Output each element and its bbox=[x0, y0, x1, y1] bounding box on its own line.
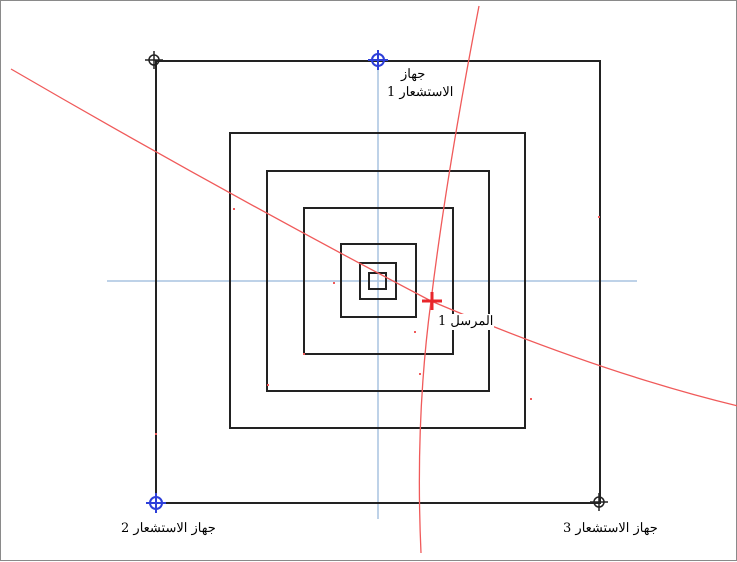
sensor-3-crosshair-icon bbox=[590, 493, 608, 511]
transmitter-1-label: المرسل 1 bbox=[437, 314, 495, 330]
nested-square-4 bbox=[340, 243, 417, 318]
nested-square-2 bbox=[266, 170, 490, 392]
noise-specks bbox=[155, 208, 600, 435]
sensor-1-label-line-1: جهاز bbox=[401, 67, 426, 82]
transmitter-1-marker-icon bbox=[422, 292, 442, 310]
nested-square-3 bbox=[303, 207, 454, 355]
nested-square-1 bbox=[229, 132, 526, 429]
sensor-1-crosshair-icon bbox=[368, 50, 388, 70]
sensor-2-label: جهاز الاستشعار 2 bbox=[121, 521, 216, 536]
sensor-1-label-line-2: الاستشعار 1 bbox=[387, 85, 454, 100]
sensor-3-label: جهاز الاستشعار 3 bbox=[563, 521, 658, 536]
corner-crosshair-icon bbox=[145, 51, 163, 69]
nested-square-5 bbox=[359, 262, 397, 300]
sensor-2-crosshair-icon bbox=[146, 493, 166, 513]
hyperbola-curve-1 bbox=[10, 68, 737, 407]
